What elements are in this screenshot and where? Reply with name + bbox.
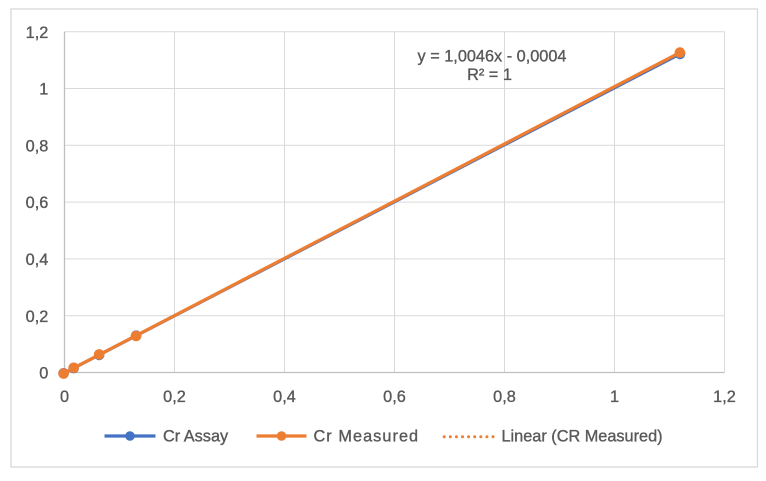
svg-text:0,4: 0,4 bbox=[26, 251, 49, 269]
svg-text:0: 0 bbox=[60, 388, 69, 406]
svg-text:1: 1 bbox=[610, 388, 619, 406]
svg-text:0,2: 0,2 bbox=[163, 388, 186, 406]
svg-text:Linear (CR Measured): Linear (CR Measured) bbox=[502, 428, 663, 446]
svg-text:0,2: 0,2 bbox=[26, 308, 49, 326]
svg-text:Cr Assay: Cr Assay bbox=[163, 428, 229, 446]
svg-text:R² = 1: R² = 1 bbox=[467, 66, 512, 84]
svg-text:1,2: 1,2 bbox=[713, 388, 736, 406]
svg-text:1,2: 1,2 bbox=[26, 24, 49, 42]
svg-text:0: 0 bbox=[39, 365, 48, 383]
svg-text:0,6: 0,6 bbox=[383, 388, 406, 406]
svg-text:0,8: 0,8 bbox=[26, 137, 49, 155]
svg-text:0,4: 0,4 bbox=[273, 388, 296, 406]
svg-text:1: 1 bbox=[39, 81, 48, 99]
svg-text:0,6: 0,6 bbox=[26, 194, 49, 212]
svg-text:0,8: 0,8 bbox=[493, 388, 516, 406]
svg-text:y = 1,0046x - 0,0004: y = 1,0046x - 0,0004 bbox=[418, 48, 567, 66]
svg-text:Cr Measured: Cr Measured bbox=[314, 428, 420, 446]
